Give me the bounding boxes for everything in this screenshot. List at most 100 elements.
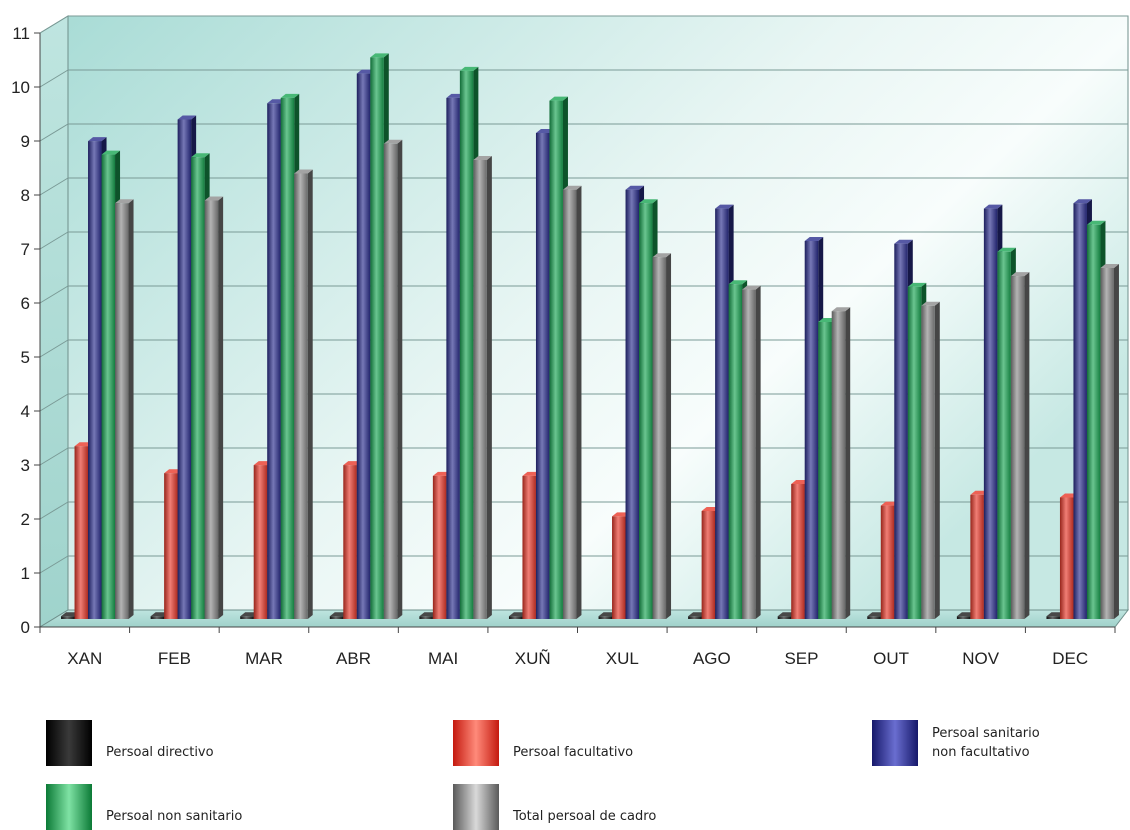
bar-front [419, 616, 433, 619]
bar-front [777, 616, 792, 619]
bar-front [115, 203, 129, 619]
x-tick-label: DEC [1052, 649, 1088, 668]
bar-top [294, 169, 313, 174]
bar-front [562, 189, 577, 619]
bars [61, 53, 1119, 620]
bar-front [74, 446, 89, 619]
gridline-side [39, 339, 69, 358]
bar-mai-series-4 [473, 156, 492, 619]
bar-top [204, 196, 224, 201]
bar-front [639, 203, 653, 619]
x-tick-label: XAN [67, 649, 102, 668]
bar-top [831, 307, 851, 312]
legend-item-total-persoal-de-cadro: Total persoal de cadro [453, 784, 656, 830]
legend-item-persoal-non-sanitario: Persoal non sanitario [46, 784, 242, 830]
bar-feb-series-4 [204, 196, 224, 619]
y-tick-label: 4 [21, 402, 30, 421]
bar-side [934, 301, 940, 619]
bar-front [101, 154, 116, 619]
bar-front [894, 243, 908, 619]
bar-front [150, 616, 165, 619]
bar-top [907, 282, 927, 287]
bar-front [294, 173, 308, 619]
bar-front [549, 100, 563, 620]
bar-front [688, 616, 702, 619]
bar-xuñ-series-4 [562, 185, 582, 619]
bar-top [88, 137, 107, 142]
y-tick-label: 3 [21, 456, 30, 475]
bar-front [983, 208, 998, 619]
bar-front [701, 511, 716, 619]
bar-top [191, 153, 210, 158]
bar-front [598, 616, 613, 619]
bar-front [1059, 497, 1074, 619]
bar-front [370, 57, 384, 619]
bar-top [473, 156, 492, 160]
bar-front [267, 103, 281, 620]
bar-front [61, 616, 75, 619]
legend: Persoal directivo Persoal facultativo Pe… [0, 700, 1130, 830]
bar-side [218, 196, 224, 619]
bar-top [1100, 264, 1119, 268]
y-tick-label: 7 [21, 240, 30, 259]
bar-top [742, 285, 761, 290]
bar-front [522, 475, 536, 619]
bar-top [921, 301, 940, 306]
axes: 0 1 2 3 4 5 6 7 8 9 10 11 XAN FEB MAR ABR MAI XUÑ XUL AGO SE… [11, 24, 1116, 668]
bar-top [652, 253, 672, 258]
bar-front [446, 97, 460, 619]
bar-top [1073, 199, 1092, 204]
bar-top [549, 96, 568, 101]
bar-front [742, 289, 756, 619]
bar-mar-series-4 [294, 169, 313, 619]
bar-ago-series-4 [742, 285, 761, 619]
legend-swatch-persoal-sanitario-non-facultativo [872, 720, 918, 766]
gridline-side [39, 15, 69, 34]
bar-front [831, 311, 846, 619]
bar-front [253, 465, 268, 619]
bar-top [370, 53, 389, 58]
bar-side [1024, 272, 1030, 619]
bar-side [307, 169, 313, 619]
bar-front [625, 189, 640, 619]
bar-front [1073, 203, 1087, 619]
x-tick-label: NOV [962, 649, 1000, 668]
bar-side [576, 185, 582, 619]
gridline-side [39, 69, 69, 88]
y-tick-label: 6 [21, 294, 30, 313]
bar-side [128, 199, 134, 619]
bar-top [625, 185, 645, 190]
bar-front [997, 251, 1011, 620]
bar-side [666, 253, 672, 619]
legend-swatch-persoal-directivo [46, 720, 92, 766]
bar-top [280, 93, 300, 98]
legend-label: Persoal non sanitario [106, 808, 243, 824]
bar-front [880, 505, 895, 619]
bar-side [845, 307, 851, 619]
bar-front [356, 73, 371, 620]
bar-front [1086, 224, 1101, 620]
bar-top [894, 239, 913, 244]
gridline-side [39, 177, 69, 196]
side-wall [39, 15, 69, 628]
y-tick-label: 1 [21, 564, 30, 583]
bar-front [1100, 268, 1114, 619]
bar-top [459, 66, 479, 71]
legend-item-persoal-facultativo: Persoal facultativo [453, 720, 633, 766]
bar-front [204, 200, 219, 619]
x-tick-label: ABR [336, 649, 371, 668]
bar-front [728, 284, 743, 619]
bar-top [101, 150, 121, 155]
gridline-side [39, 285, 69, 304]
gridline-side [39, 393, 69, 412]
legend-item-persoal-sanitario-non-facultativo: Persoal sanitario non facultativo [872, 720, 1040, 766]
x-tick-label: XUÑ [515, 649, 551, 668]
x-tick-label: SEP [784, 649, 818, 668]
y-tick-label: 2 [21, 510, 30, 529]
bar-front [383, 143, 398, 620]
gridline-side [39, 555, 69, 574]
bar-top [1086, 220, 1106, 225]
bar-front [791, 484, 805, 619]
bar-abr-series-4 [383, 139, 403, 620]
legend-item-persoal-directivo: Persoal directivo [46, 720, 214, 766]
